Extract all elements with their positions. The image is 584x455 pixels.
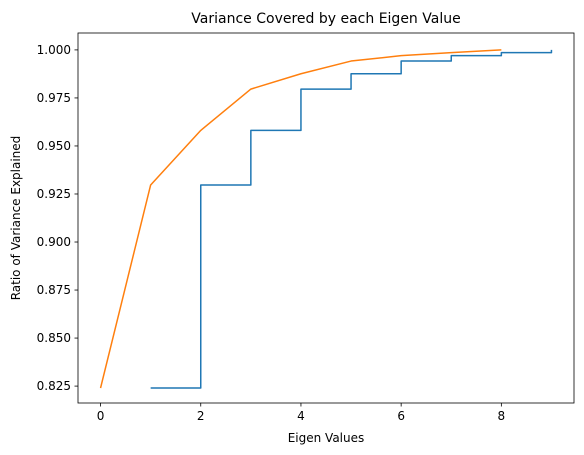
- x-axis: 0 2 4 6 8: [97, 403, 505, 423]
- plot-area: [99, 49, 553, 389]
- y-tick-label: 0.825: [37, 379, 71, 393]
- axes-frame: [77, 32, 575, 404]
- series-line-1: [99, 49, 502, 389]
- x-tick-label: 4: [297, 409, 305, 423]
- y-axis-title: Ratio of Variance Explained: [9, 136, 23, 301]
- y-axis: 0.825 0.850 0.875 0.900 0.925 0.950 0.975 1.000: [37, 43, 78, 393]
- y-tick-label: 0.950: [37, 139, 71, 153]
- y-tick-label: 0.975: [37, 91, 71, 105]
- y-tick-label: 0.900: [37, 235, 71, 249]
- y-tick-label: 0.875: [37, 283, 71, 297]
- x-axis-title: Eigen Values: [288, 431, 365, 445]
- y-tick-label: 0.850: [37, 331, 71, 345]
- x-tick-label: 0: [97, 409, 105, 423]
- y-tick-label: 0.925: [37, 187, 71, 201]
- x-tick-label: 2: [197, 409, 205, 423]
- x-tick-label: 8: [498, 409, 506, 423]
- chart-title: Variance Covered by each Eigen Value: [191, 11, 460, 27]
- y-tick-label: 1.000: [37, 43, 71, 57]
- series-line-0: [150, 49, 553, 389]
- x-tick-label: 6: [397, 409, 405, 423]
